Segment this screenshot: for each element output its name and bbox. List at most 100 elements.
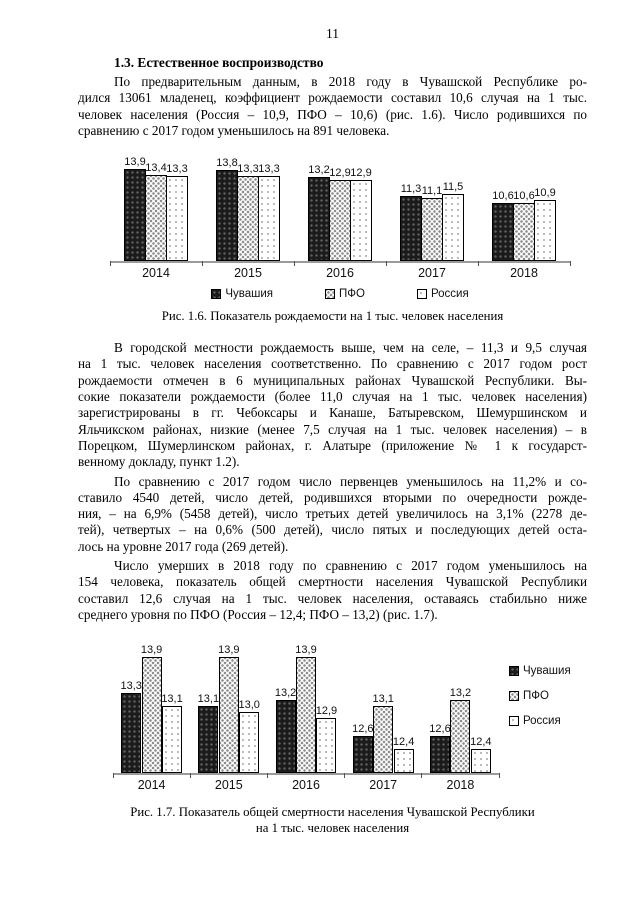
axis-tick: [293, 261, 295, 267]
x-axis-label: 2015: [234, 266, 262, 281]
legend-swatch-icon: [324, 289, 335, 300]
bar-with-label: 13,2: [308, 164, 330, 262]
x-axis-label: 2014: [142, 266, 170, 281]
bar-group-2015: 13,1 13,9 13,0: [190, 644, 267, 774]
bar-with-label: 13,4: [145, 162, 167, 262]
bar-чувашия: [492, 203, 514, 262]
death-rate-chart: 13,3 13,9 13,1 13,1 13,9 13,0 13,2 13,9 12,9 12,6…: [112, 623, 587, 793]
axis-tick: [109, 261, 111, 267]
bars-area: 13,9 13,4 13,3 13,8 13,3 13,3 13,2 12,9 12,9 11,3…: [110, 149, 570, 262]
bar-with-label: 11,1: [421, 185, 443, 262]
value-label: 12,9: [315, 705, 338, 718]
value-label: 10,6: [492, 190, 514, 203]
legend-item-чувашия: Чувашия: [509, 665, 587, 677]
bar-with-label: 13,1: [373, 693, 394, 774]
x-axis-label: 2017: [369, 778, 398, 793]
paragraph-line: сравнению с 2017 годом уменьшилось на 89…: [78, 122, 390, 138]
value-label: 13,3: [258, 162, 280, 175]
bar-россия: [350, 179, 372, 262]
value-label: 12,6: [429, 723, 451, 736]
bar-with-label: 12,9: [329, 167, 351, 262]
legend-swatch-icon: [509, 716, 519, 727]
axis-tick: [477, 261, 479, 267]
paragraph-line: человек населения (Россия – 10,9, ПФО – …: [78, 106, 587, 122]
bar-with-label: 13,9: [295, 643, 317, 774]
value-label: 13,9: [295, 643, 317, 656]
bar-россия: [393, 748, 414, 774]
value-label: 13,3: [237, 162, 259, 175]
x-axis-labels: 2014 2015 2016 2017 2018: [110, 266, 570, 280]
bar-group-2018: 10,6 10,6 10,9: [478, 187, 570, 262]
bar-пфо: [218, 656, 239, 774]
paragraph-line: По сравнению с 2017 годом число первенце…: [114, 473, 587, 489]
bar-with-label: 13,8: [216, 157, 238, 262]
bar-with-label: 10,9: [534, 187, 556, 262]
bar-with-label: 13,2: [450, 687, 471, 774]
bar-пфо: [373, 705, 394, 774]
bar-россия: [534, 200, 556, 262]
bar-россия: [239, 711, 260, 774]
bar-with-label: 12,9: [315, 705, 338, 774]
value-label: 12,9: [350, 166, 372, 179]
paragraph-1: По предварительным данным, в 2018 году в…: [78, 74, 587, 139]
bar-пфо: [237, 175, 259, 262]
bar-group-2015: 13,8 13,3 13,3: [202, 157, 294, 262]
bar-пфо: [329, 179, 351, 262]
legend-swatch-icon: [211, 289, 222, 300]
bar-with-label: 13,3: [258, 163, 280, 262]
bar-чувашия: [352, 736, 373, 774]
figure-1-7-caption: Рис. 1.7. Показатель общей смертности на…: [78, 804, 587, 836]
paragraph-line: составил 12,6 случая на 1 тыс. человек н…: [78, 590, 587, 606]
value-label: 11,3: [400, 183, 422, 196]
x-axis-label: 2016: [292, 778, 320, 793]
paragraph-line: Порецком, Шумерлинском районах, г. Алаты…: [78, 437, 587, 453]
x-axis-label: 2014: [137, 778, 166, 793]
value-label: 13,2: [274, 686, 297, 699]
figure-1-6-caption: Рис. 1.6. Показатель рождаемости на 1 ты…: [161, 309, 504, 324]
value-label: 13,9: [124, 156, 146, 169]
paragraph-line: дился 13061 младенец, коэффициент рождае…: [78, 90, 587, 106]
bar-with-label: 13,1: [161, 693, 183, 774]
bar-with-label: 13,9: [124, 156, 146, 262]
x-axis-line: [112, 773, 500, 779]
legend-label: ПФО: [338, 288, 365, 301]
bar-чувашия: [275, 699, 296, 774]
legend-item-пфо: ПФО: [509, 690, 587, 702]
bar-with-label: 12,9: [350, 167, 372, 262]
bar-пфо: [296, 656, 316, 774]
birth-rate-chart: 13,9 13,4 13,3 13,8 13,3 13,3 13,2 12,9 12,9 11,3…: [109, 149, 571, 301]
paragraph-line: зарегистрированы в гг. Чебоксары и Канаш…: [78, 405, 587, 421]
value-label: 13,2: [449, 686, 472, 699]
bar-чувашия: [308, 176, 330, 262]
bar-россия: [166, 175, 188, 262]
x-axis-line: [109, 261, 571, 267]
axis-tick: [421, 773, 423, 779]
bar-with-label: 10,6: [513, 190, 535, 262]
value-label: 12,4: [392, 735, 415, 748]
value-label: 10,6: [513, 190, 535, 203]
paragraph-2: В городской местности рождаемость выше, …: [78, 340, 587, 470]
x-axis-label: 2015: [214, 778, 243, 793]
bar-group-2017: 12,6 13,1 12,4: [345, 693, 422, 774]
paragraph-line: лось на уровне 2017 года (269 детей).: [78, 538, 289, 554]
legend-label: Чувашия: [225, 288, 273, 301]
bar-россия: [470, 748, 491, 774]
value-label: 13,1: [372, 692, 394, 705]
axis-tick: [201, 261, 203, 267]
legend-swatch-icon: [416, 289, 427, 300]
x-axis-label: 2018: [446, 778, 475, 793]
value-label: 11,5: [442, 181, 464, 194]
bar-with-label: 13,0: [239, 699, 260, 774]
chart-plot-area: 13,9 13,4 13,3 13,8 13,3 13,3 13,2 12,9 12,9 11,3…: [109, 149, 571, 280]
bar-with-label: 13,9: [141, 644, 162, 774]
figure-1-7-caption-line2: на 1 тыс. человек населения: [255, 821, 410, 836]
legend-item-чувашия: Чувашия: [211, 288, 273, 300]
bar-with-label: 11,3: [400, 183, 422, 262]
value-label: 13,9: [140, 643, 163, 656]
bars-area: 13,3 13,9 13,1 13,1 13,9 13,0 13,2 13,9 12,9 12,6…: [113, 623, 499, 774]
paragraph-line: В городской местности рождаемость выше, …: [114, 340, 587, 356]
paragraph-line: на 1 тыс. человек населения соответствен…: [78, 356, 587, 372]
paragraph-line: среднего уровня по ПФО (Россия – 12,4; П…: [78, 606, 438, 622]
bar-group-2014: 13,3 13,9 13,1: [113, 644, 190, 774]
